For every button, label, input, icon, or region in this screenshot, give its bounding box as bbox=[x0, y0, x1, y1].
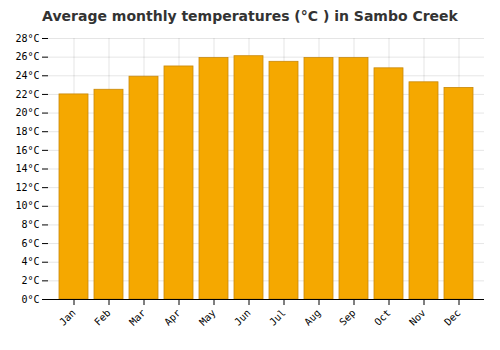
svg-text:Sep: Sep bbox=[337, 307, 358, 328]
svg-text:Jan: Jan bbox=[57, 307, 78, 328]
svg-text:Oct: Oct bbox=[372, 307, 393, 328]
svg-text:16°C: 16°C bbox=[15, 145, 39, 156]
svg-text:8°C: 8°C bbox=[21, 219, 39, 230]
svg-text:12°C: 12°C bbox=[15, 182, 39, 193]
svg-text:6°C: 6°C bbox=[21, 238, 39, 249]
svg-text:26°C: 26°C bbox=[15, 51, 39, 62]
svg-text:20°C: 20°C bbox=[15, 107, 39, 118]
svg-text:24°C: 24°C bbox=[15, 70, 39, 81]
svg-text:Dec: Dec bbox=[442, 307, 463, 328]
svg-text:Nov: Nov bbox=[407, 307, 428, 328]
svg-text:4°C: 4°C bbox=[21, 256, 39, 267]
svg-text:14°C: 14°C bbox=[15, 163, 39, 174]
svg-text:22°C: 22°C bbox=[15, 89, 39, 100]
svg-text:Aug: Aug bbox=[302, 307, 323, 328]
svg-text:Feb: Feb bbox=[92, 307, 113, 328]
svg-text:2°C: 2°C bbox=[21, 275, 39, 286]
svg-text:Jun: Jun bbox=[232, 307, 253, 328]
svg-text:Jul: Jul bbox=[267, 307, 288, 328]
svg-text:Mar: Mar bbox=[127, 307, 148, 328]
svg-text:May: May bbox=[197, 307, 218, 328]
svg-text:10°C: 10°C bbox=[15, 200, 39, 211]
html-text:Average monthly temperatures (: Average monthly temperatures (°C ) in Sa… bbox=[42, 8, 458, 24]
svg-text:28°C: 28°C bbox=[15, 33, 39, 44]
svg-text:0°C: 0°C bbox=[21, 294, 39, 305]
svg-text:18°C: 18°C bbox=[15, 126, 39, 137]
svg-text:Apr: Apr bbox=[162, 307, 183, 328]
